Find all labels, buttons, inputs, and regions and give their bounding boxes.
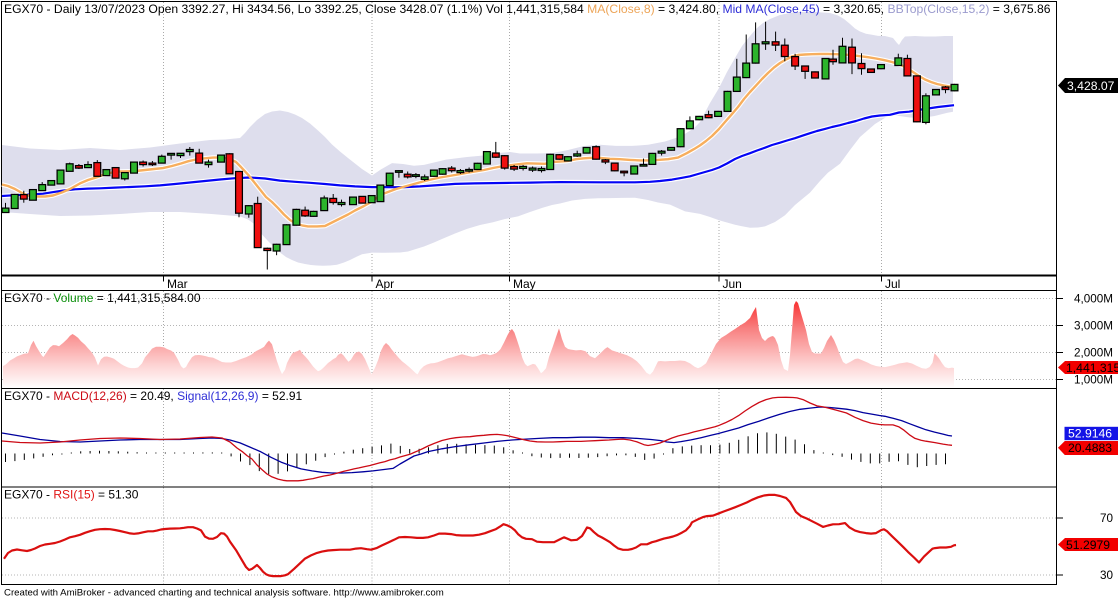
svg-text:1,000M: 1,000M xyxy=(1074,374,1113,387)
svg-text:Created with AmiBroker - advan: Created with AmiBroker - advanced charti… xyxy=(4,588,444,599)
svg-text:2,000M: 2,000M xyxy=(1074,347,1113,360)
svg-text:3,000M: 3,000M xyxy=(1074,320,1113,333)
svg-text:1,441,315: 1,441,315 xyxy=(1066,361,1118,375)
svg-text:May: May xyxy=(513,277,536,291)
svg-text:3,428.07: 3,428.07 xyxy=(1067,79,1115,93)
svg-text:4,000M: 4,000M xyxy=(1074,293,1113,306)
svg-text:20.4883: 20.4883 xyxy=(1068,441,1112,455)
svg-text:EGX70 - Daily 13/07/2023 Open: EGX70 - Daily 13/07/2023 Open 3392.27, H… xyxy=(4,2,1051,16)
svg-text:Mar: Mar xyxy=(167,277,188,291)
svg-text:EGX70 - RSI(15) = 51.30: EGX70 - RSI(15) = 51.30 xyxy=(4,488,139,502)
svg-text:51.2979: 51.2979 xyxy=(1066,538,1110,552)
svg-text:EGX70 - Volume = 1,441,315,584: EGX70 - Volume = 1,441,315,584.00 xyxy=(4,291,201,305)
svg-text:Jul: Jul xyxy=(885,277,900,291)
svg-text:52.9146: 52.9146 xyxy=(1068,427,1112,441)
svg-text:Apr: Apr xyxy=(376,277,395,291)
svg-text:Jun: Jun xyxy=(723,277,742,291)
svg-text:30: 30 xyxy=(1100,569,1114,582)
svg-text:EGX70 - MACD(12,26) = 20.49, S: EGX70 - MACD(12,26) = 20.49, Signal(12,2… xyxy=(4,389,303,403)
svg-text:70: 70 xyxy=(1100,512,1114,525)
